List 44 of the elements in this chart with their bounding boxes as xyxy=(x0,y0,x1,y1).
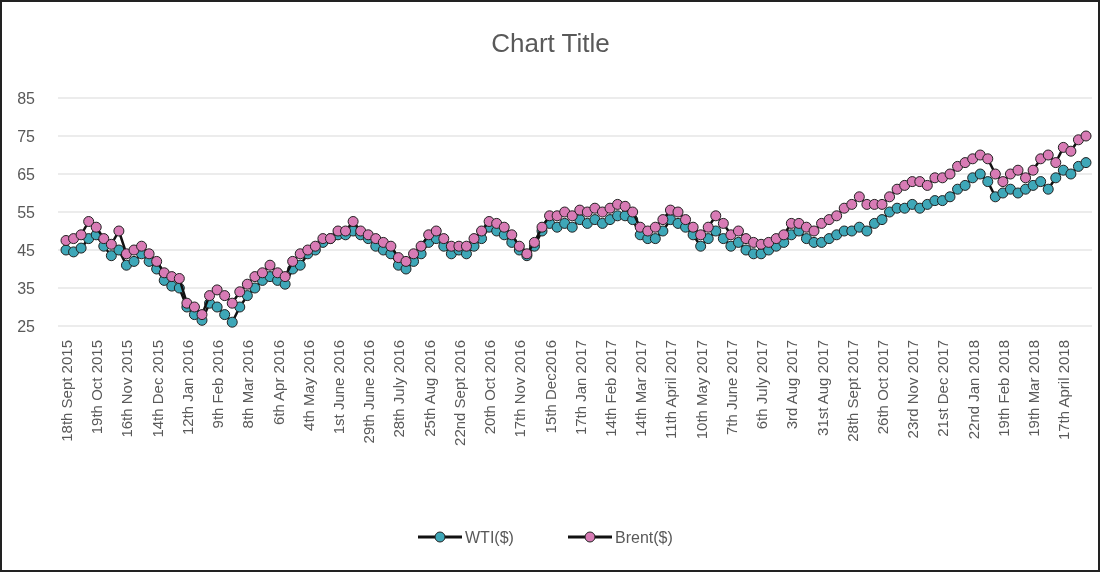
x-tick-label: 4th May 2016 xyxy=(299,340,317,431)
x-tick-label: 10th May 2017 xyxy=(692,340,710,440)
x-tick-label: 11th April 2017 xyxy=(662,340,680,439)
y-tick-label: 65 xyxy=(17,166,36,183)
x-tick-label: 23rd Nov 2017 xyxy=(904,340,922,439)
x-tick-label: 3rd Aug 2017 xyxy=(783,340,801,430)
x-tick-label: 20th Oct 2016 xyxy=(481,340,499,435)
x-tick-label: 9th Feb 2016 xyxy=(209,340,227,429)
x-tick-label: 12th Jan 2016 xyxy=(178,340,196,436)
x-tick-label: 19th Feb 2018 xyxy=(994,340,1012,437)
x-tick-label: 18th Sept 2015 xyxy=(58,340,75,442)
x-tick-label: 25th Aug 2016 xyxy=(420,340,438,437)
chart-title: Chart Title xyxy=(491,28,610,58)
x-tick-label: 28th Sept 2017 xyxy=(843,340,861,442)
x-tick-label: 17th April 2018 xyxy=(1055,340,1073,441)
legend-label: Brent($) xyxy=(615,529,673,546)
x-tick-label: 29th June 2016 xyxy=(360,340,378,444)
x-tick-label: 17th Nov 2016 xyxy=(511,340,529,438)
x-tick-label: 14th Feb 2017 xyxy=(602,340,619,437)
x-tick-label: 17th Jan 2017 xyxy=(571,340,589,436)
x-tick-label: 19th Oct 2015 xyxy=(88,340,106,435)
y-tick-label: 75 xyxy=(17,128,36,145)
x-tick-label: 21st Dec 2017 xyxy=(934,340,952,437)
y-tick-label: 55 xyxy=(17,204,36,221)
y-tick-label: 25 xyxy=(17,318,36,335)
legend-label: WTI($) xyxy=(465,529,514,546)
x-tick-label: 28th July 2016 xyxy=(390,340,408,438)
x-tick-label: 7th June 2017 xyxy=(722,340,740,436)
x-tick-label: 31st Aug 2017 xyxy=(813,340,831,436)
y-tick-label: 35 xyxy=(17,280,36,297)
x-tick-label: 22nd Sept 2016 xyxy=(450,340,468,446)
x-tick-label: 26th Oct 2017 xyxy=(874,340,891,435)
x-tick-label: 1st June 2016 xyxy=(330,340,347,435)
x-tick-label: 8th Mar 2016 xyxy=(239,340,257,429)
x-tick-label: 19th Mar 2018 xyxy=(1025,340,1043,437)
x-tick-label: 14th Mar 2017 xyxy=(632,340,650,437)
x-tick-label: 14th Dec 2015 xyxy=(148,340,166,438)
x-tick-label: 6th Apr 2016 xyxy=(269,340,287,426)
y-tick-label: 45 xyxy=(17,242,36,259)
x-tick-label: 22nd Jan 2018 xyxy=(964,340,982,440)
y-tick-label: 85 xyxy=(17,90,36,107)
x-tick-label: 15th Dec2016 xyxy=(541,340,559,434)
x-tick-label: 6th July 2017 xyxy=(753,340,771,430)
x-tick-label: 16th Nov 2015 xyxy=(118,340,136,438)
